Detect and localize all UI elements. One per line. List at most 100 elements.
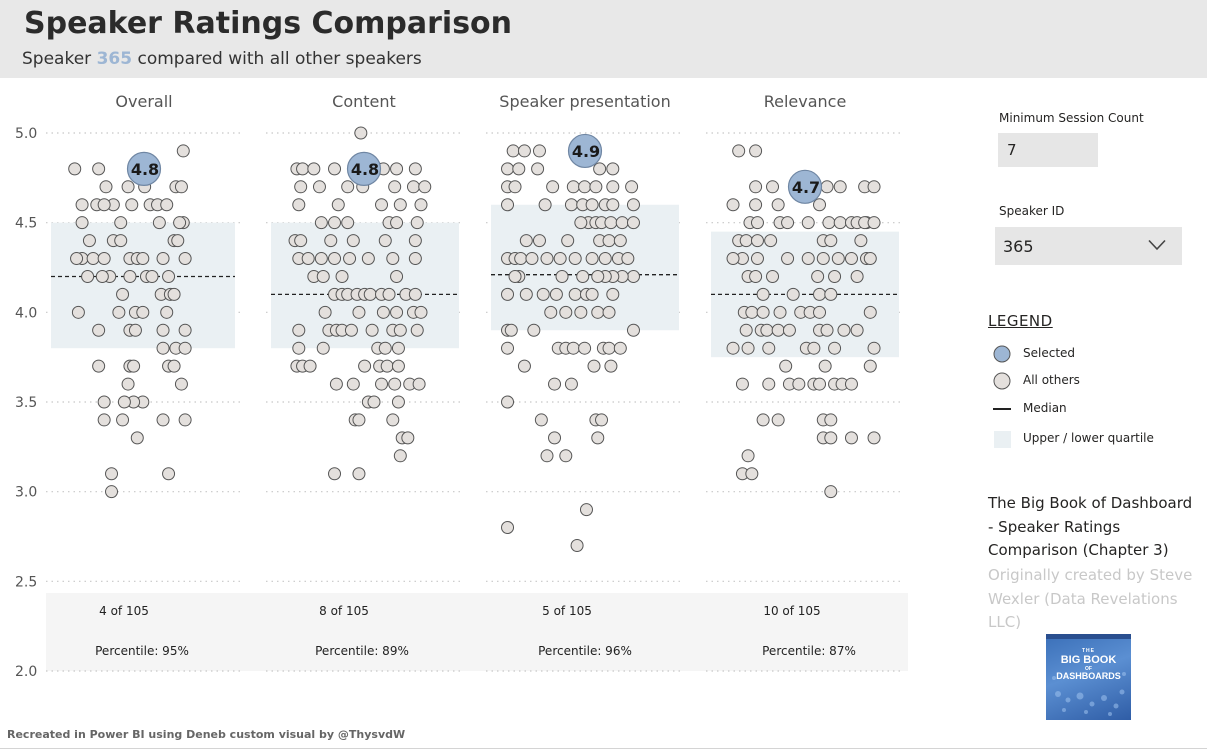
selected-label: 4.7 xyxy=(792,178,820,197)
data-point xyxy=(792,377,806,391)
data-point xyxy=(844,377,858,391)
data-point xyxy=(303,359,317,373)
data-point xyxy=(536,287,550,301)
data-point xyxy=(346,377,360,391)
data-point xyxy=(593,162,607,176)
data-point xyxy=(867,216,881,230)
cover-title-2: DASHBOARDS xyxy=(1056,671,1121,681)
legend-title: LEGEND xyxy=(988,312,1053,330)
data-point xyxy=(549,287,563,301)
cover-of-text: OF xyxy=(1085,666,1092,672)
data-point xyxy=(531,162,545,176)
panel-title: Overall xyxy=(115,92,172,111)
data-point xyxy=(121,180,135,194)
data-point xyxy=(127,359,141,373)
data-point xyxy=(559,449,573,463)
data-point xyxy=(867,180,881,194)
data-point xyxy=(314,216,328,230)
data-point xyxy=(749,269,763,283)
data-point xyxy=(517,144,531,158)
data-point xyxy=(739,323,753,337)
footer-divider xyxy=(0,748,1207,749)
data-point xyxy=(117,395,131,409)
data-point xyxy=(626,216,640,230)
data-point xyxy=(301,252,315,266)
data-point xyxy=(363,287,377,301)
data-point xyxy=(99,180,113,194)
data-point xyxy=(739,234,753,248)
data-point xyxy=(741,449,755,463)
data-point xyxy=(382,287,396,301)
footer-credit: Recreated in Power BI using Deneb custom… xyxy=(7,728,406,741)
percentile-label: Percentile: 96% xyxy=(538,644,632,658)
data-point xyxy=(418,180,432,194)
data-point xyxy=(566,341,580,355)
data-point xyxy=(824,431,838,445)
data-point xyxy=(152,216,166,230)
data-point xyxy=(354,126,368,140)
header-bar: Speaker Ratings Comparison Speaker 365 c… xyxy=(0,0,1207,78)
data-point xyxy=(559,305,573,319)
data-point xyxy=(412,377,426,391)
data-point xyxy=(546,180,560,194)
speaker-id-dropdown[interactable]: 365 xyxy=(995,227,1182,265)
data-point xyxy=(501,162,515,176)
y-tick-label: 3.0 xyxy=(15,485,37,501)
data-point xyxy=(401,431,415,445)
data-point xyxy=(781,216,795,230)
page-subtitle: Speaker 365 compared with all other spea… xyxy=(22,49,422,69)
percentile-label: Percentile: 89% xyxy=(315,644,409,658)
data-point xyxy=(564,377,578,391)
data-point xyxy=(512,162,526,176)
data-point xyxy=(850,269,864,283)
legend-label-others: All others xyxy=(1023,373,1080,387)
data-point xyxy=(156,341,170,355)
data-point xyxy=(358,359,372,373)
data-point xyxy=(410,323,424,337)
data-point xyxy=(82,234,96,248)
data-point xyxy=(813,198,827,212)
data-point xyxy=(818,359,832,373)
data-point xyxy=(820,180,834,194)
data-point xyxy=(292,198,306,212)
data-point xyxy=(123,269,137,283)
data-point xyxy=(329,377,343,391)
subtitle-speaker-id: 365 xyxy=(96,49,133,69)
data-point xyxy=(828,269,842,283)
data-point xyxy=(92,323,106,337)
data-point xyxy=(178,341,192,355)
data-point xyxy=(828,341,842,355)
data-point xyxy=(105,485,119,499)
min-session-input[interactable]: 7 xyxy=(998,133,1098,167)
selected-swatch-icon xyxy=(993,345,1011,363)
data-point xyxy=(408,162,422,176)
min-session-value: 7 xyxy=(1007,141,1017,159)
data-point xyxy=(136,305,150,319)
selected-label: 4.9 xyxy=(572,142,600,161)
data-point xyxy=(361,252,375,266)
data-point xyxy=(328,252,342,266)
data-point xyxy=(824,485,838,499)
y-tick-label: 4.0 xyxy=(15,305,37,321)
data-point xyxy=(625,180,639,194)
data-point xyxy=(801,216,815,230)
data-point xyxy=(837,323,851,337)
chevron-down-icon[interactable] xyxy=(1148,239,1166,251)
data-point xyxy=(726,252,740,266)
data-point xyxy=(316,269,330,283)
data-point xyxy=(378,341,392,355)
data-point xyxy=(375,377,389,391)
data-point xyxy=(406,180,420,194)
data-point xyxy=(756,413,770,427)
data-point xyxy=(820,323,834,337)
panel-title: Content xyxy=(332,92,396,111)
data-point xyxy=(606,180,620,194)
legend-label-selected: Selected xyxy=(1023,346,1076,360)
data-point xyxy=(548,431,562,445)
data-point xyxy=(390,269,404,283)
subtitle-suffix: compared with all other speakers xyxy=(137,49,422,69)
data-point xyxy=(606,162,620,176)
data-point xyxy=(781,252,795,266)
data-point xyxy=(408,252,422,266)
y-tick-label: 4.5 xyxy=(15,216,37,232)
